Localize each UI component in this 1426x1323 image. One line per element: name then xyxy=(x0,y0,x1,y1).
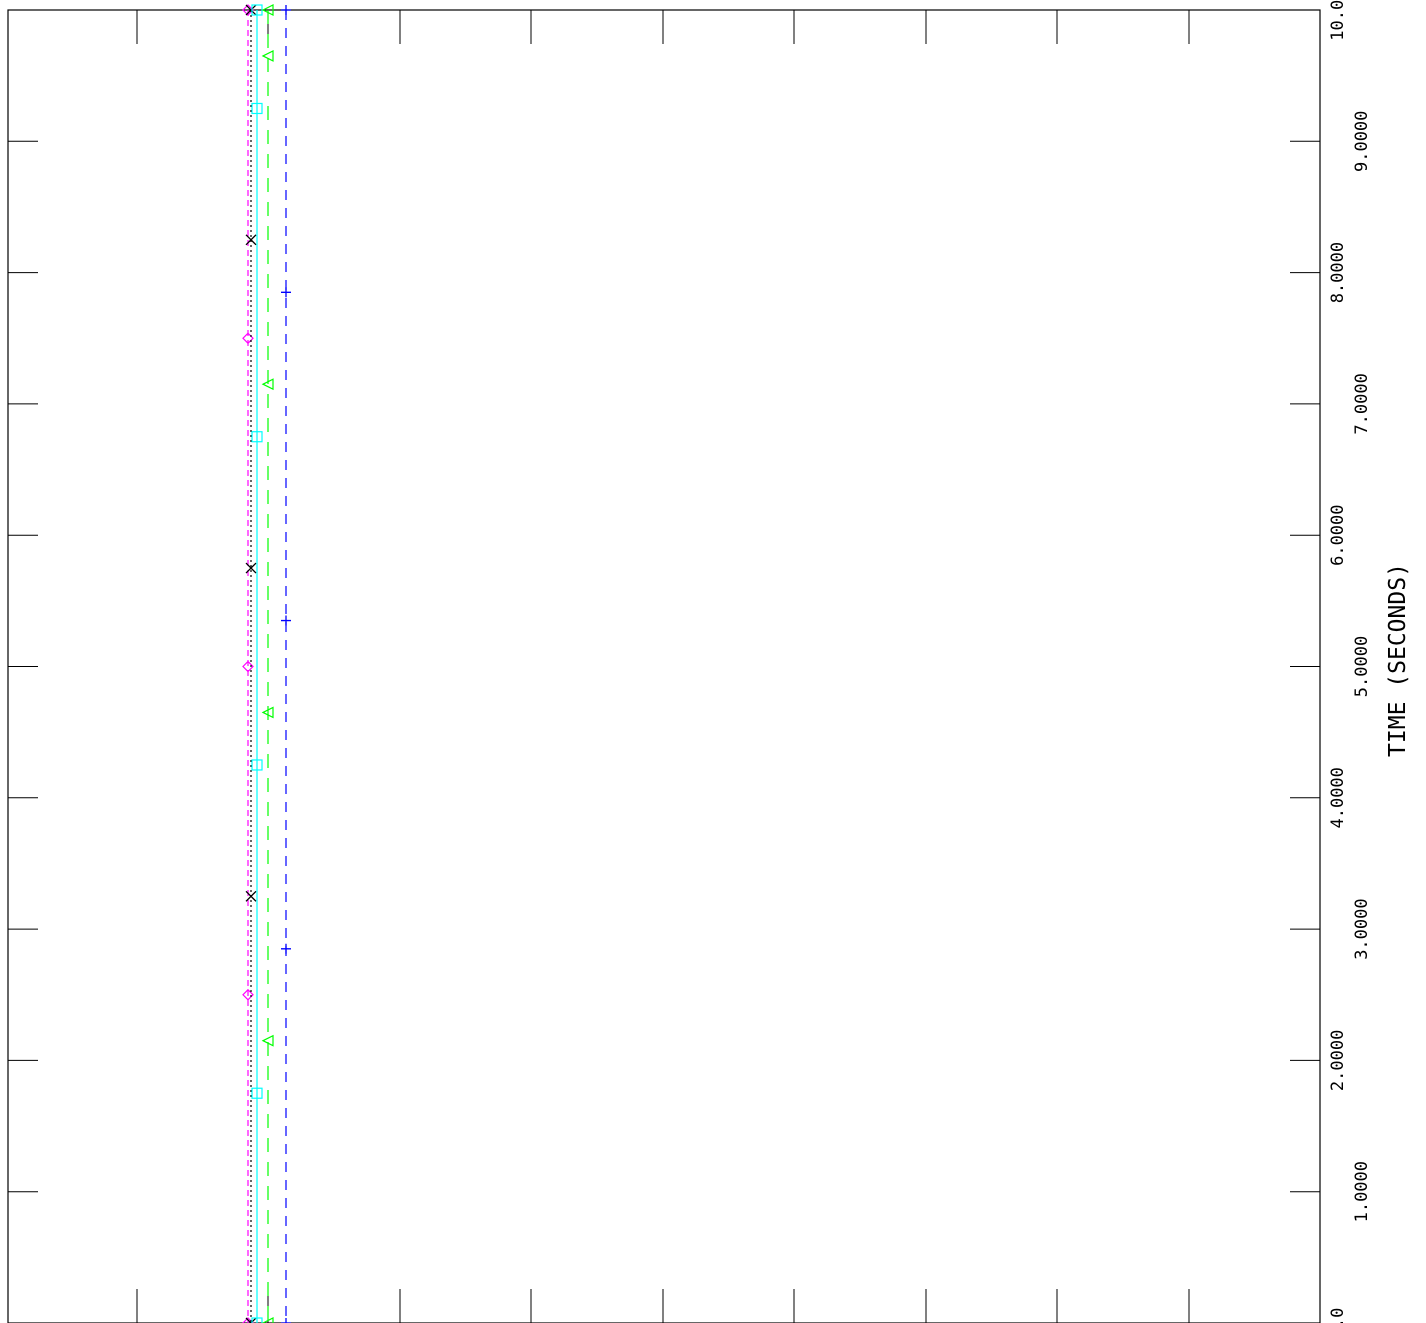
plus-marker xyxy=(281,1318,291,1323)
time-tick-label: 9.0000 xyxy=(1352,111,1372,172)
x-marker xyxy=(245,890,257,902)
time-tick-labels: 0.0 1.0000 2.0000 3.0000 4.0000 5.0000 6.0000 7… xyxy=(1328,0,1372,1323)
tick-marks xyxy=(8,10,1320,1323)
time-tick-label: 10.000 xyxy=(1328,0,1348,41)
triangle-marker xyxy=(261,378,274,391)
plus-marker xyxy=(281,5,291,15)
diamond-marker xyxy=(242,4,254,16)
time-tick-label: 4.0000 xyxy=(1328,767,1348,828)
series-4 xyxy=(281,5,291,1323)
square-marker xyxy=(251,759,263,771)
time-axis-label: TIME (SECONDS) xyxy=(1385,563,1411,757)
square-marker xyxy=(251,431,263,443)
time-tick-label: 3.0000 xyxy=(1352,898,1372,959)
triangle-marker xyxy=(261,1317,274,1323)
triangle-marker xyxy=(261,706,274,719)
x-marker xyxy=(245,562,257,574)
time-tick-label: 2.0000 xyxy=(1328,1030,1348,1091)
time-tick-label: 7.0000 xyxy=(1352,373,1372,434)
time-tick-label: 0.0 xyxy=(1328,1308,1348,1323)
time-tick-label: 8.0000 xyxy=(1328,242,1348,303)
plus-marker xyxy=(281,287,291,298)
series-1 xyxy=(245,4,257,1323)
square-marker xyxy=(251,1317,263,1323)
triangle-marker xyxy=(261,4,274,16)
plus-marker xyxy=(281,943,291,954)
series-3 xyxy=(261,4,274,1323)
x-marker xyxy=(245,234,257,246)
square-marker xyxy=(251,102,263,115)
triangle-marker xyxy=(261,49,274,62)
series-layer xyxy=(242,4,291,1323)
x-marker xyxy=(245,1317,257,1323)
x-marker xyxy=(245,4,257,16)
time-tick-label: 1.0000 xyxy=(1352,1161,1372,1222)
diamond-marker xyxy=(242,988,254,1001)
square-marker xyxy=(251,1087,263,1099)
plus-marker xyxy=(281,615,291,626)
plot-frame xyxy=(7,9,1321,1323)
time-tick-label: 5.0000 xyxy=(1352,636,1372,697)
triangle-marker xyxy=(261,1034,274,1047)
time-tick-label: 6.0000 xyxy=(1328,504,1348,565)
diamond-marker xyxy=(242,660,254,673)
series-2 xyxy=(251,4,263,1323)
